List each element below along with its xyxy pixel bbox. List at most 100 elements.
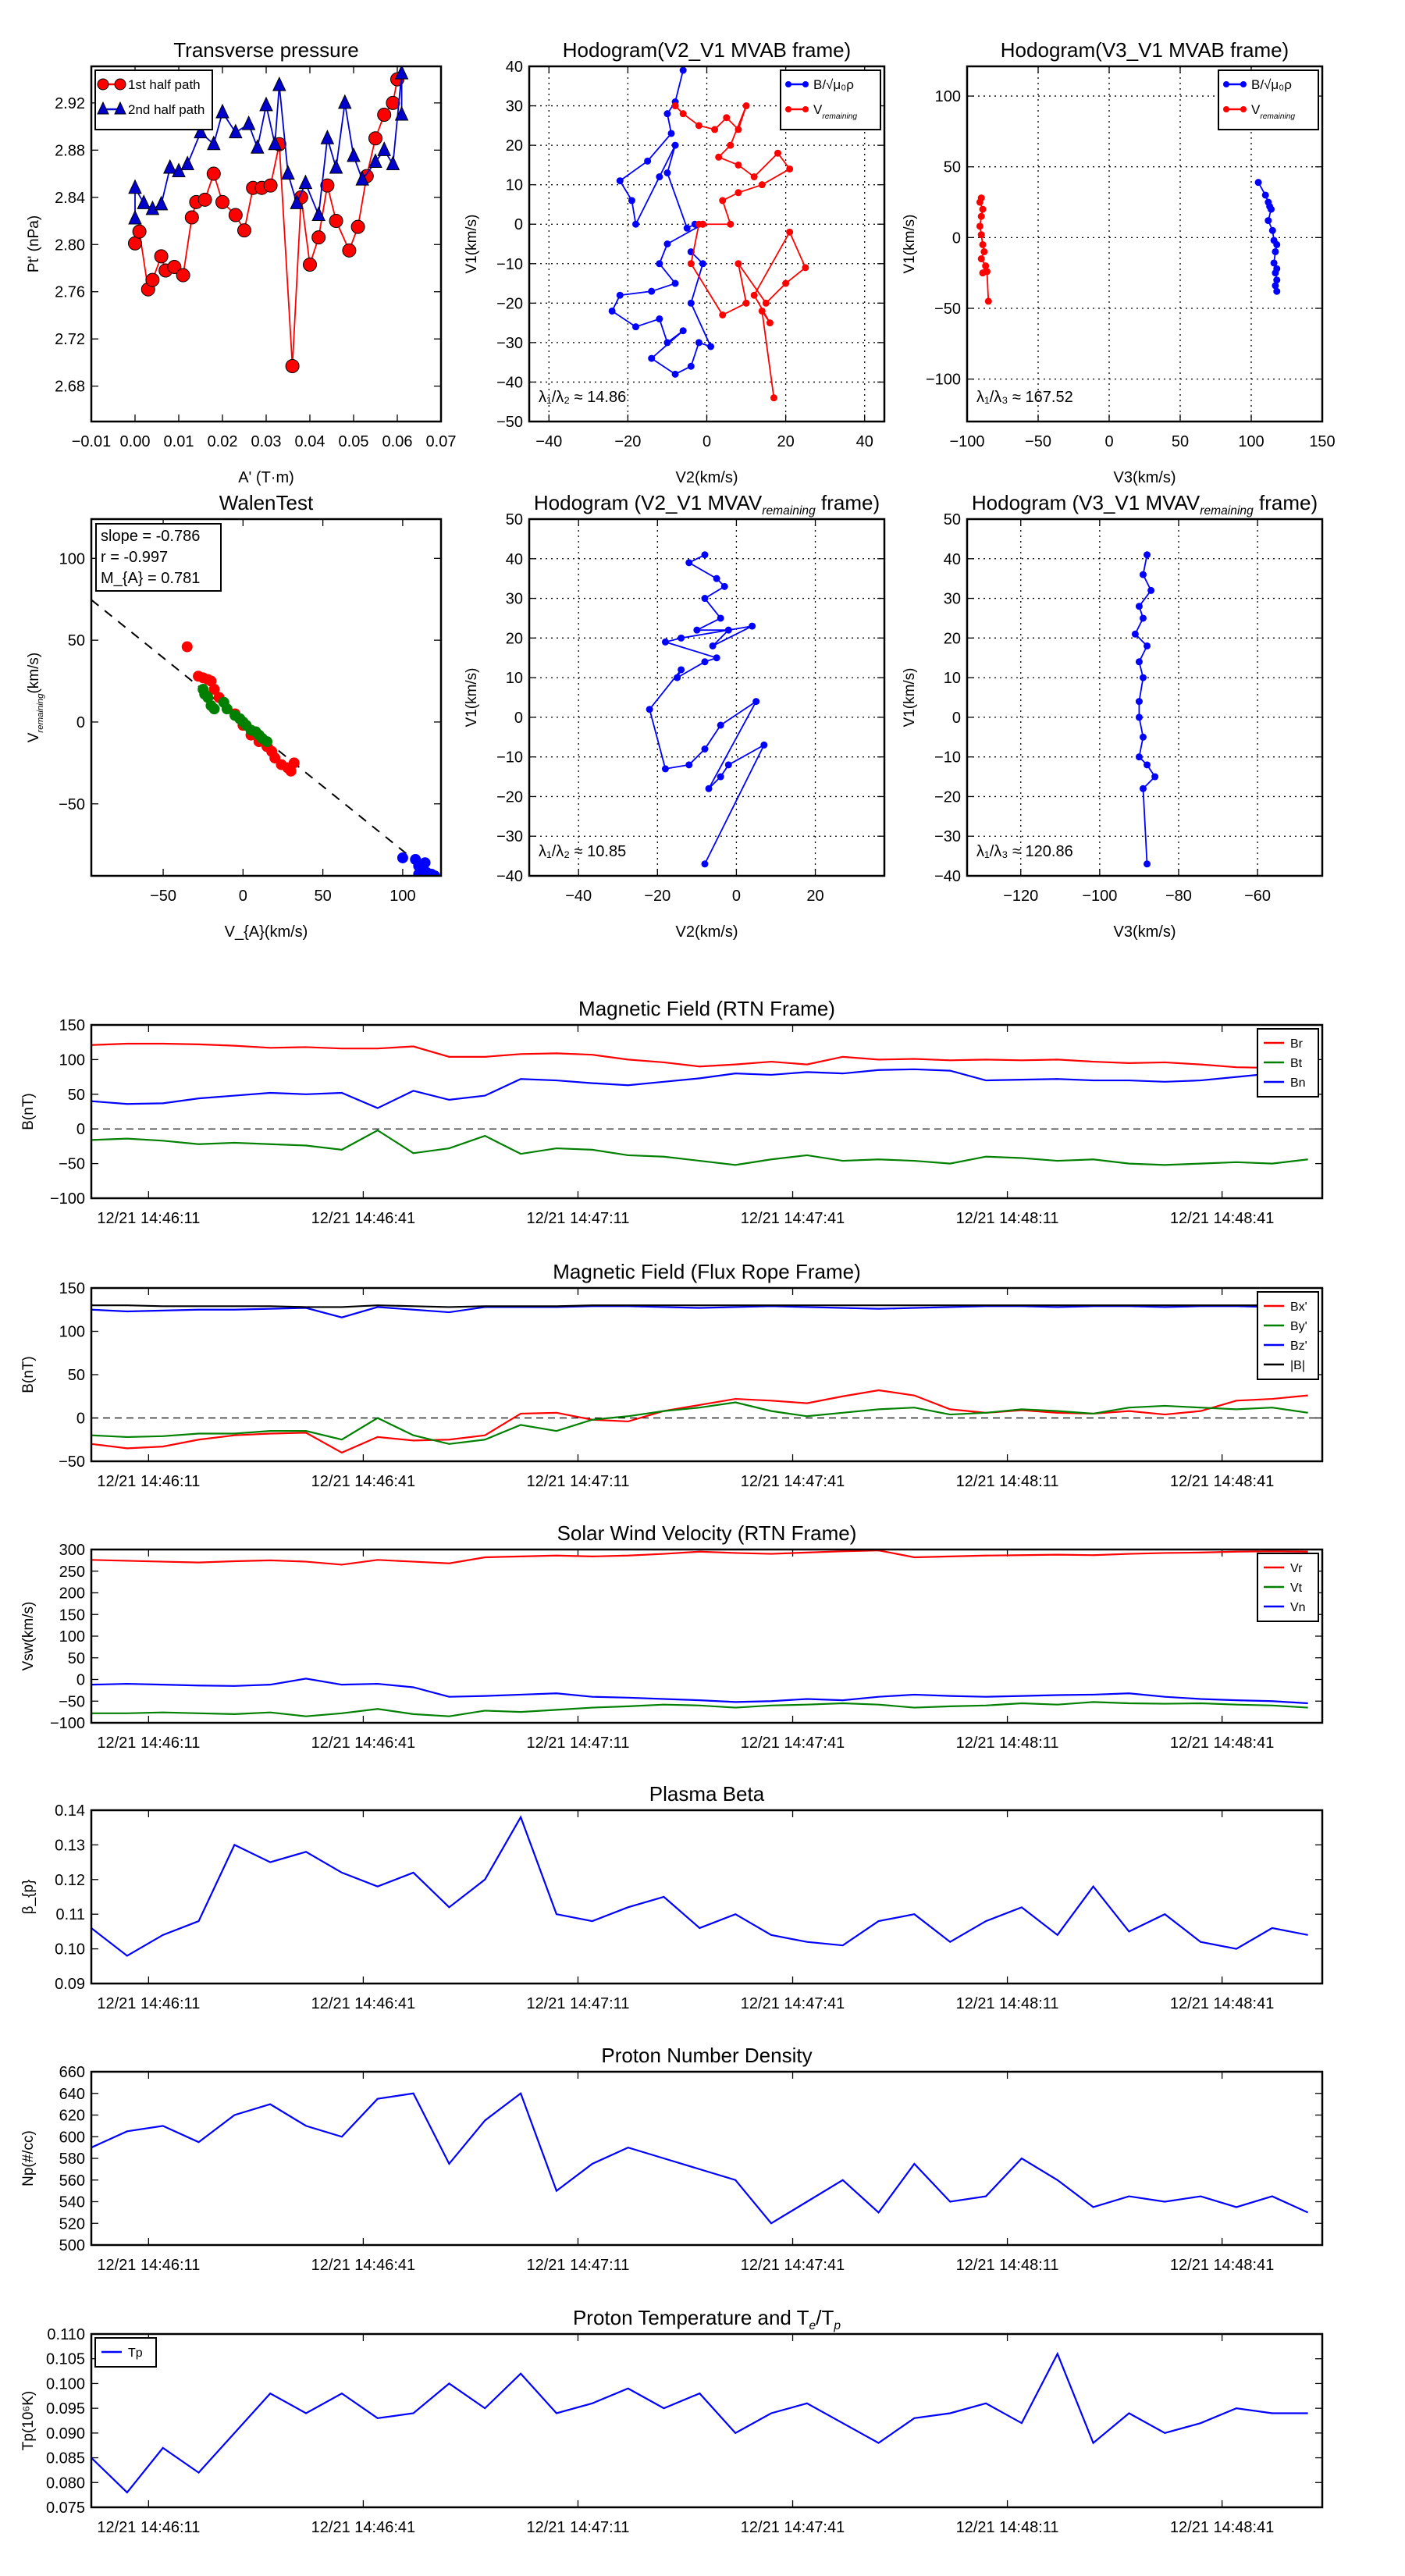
data-point	[288, 757, 300, 769]
x-axis-label: A' (T·m)	[238, 469, 294, 486]
x-tick-label-part: 12/21 14:46:11	[97, 1473, 200, 1490]
series-line	[91, 1304, 1308, 1308]
legend-label: Vn	[1290, 1601, 1306, 1614]
y-tick-label: 20	[944, 630, 961, 647]
x-tick-label-part: 0.02	[208, 433, 238, 450]
series--b-	[91, 1304, 1308, 1308]
y-tick-label-part: 100	[935, 88, 961, 105]
x-tick-label-part: 12/21 14:48:41	[1170, 1210, 1274, 1227]
data-point	[644, 157, 652, 165]
x-tick-label: −120	[1003, 888, 1038, 905]
data-point	[687, 260, 695, 268]
y-tick-label-part: −10	[496, 256, 523, 273]
data-point	[167, 259, 182, 274]
y-axis-label: Vsw(km/s)	[20, 1602, 37, 1671]
y-tick-label-part: 0.13	[55, 1837, 85, 1854]
y-tick-label-part: 0	[76, 714, 85, 731]
series-v-remaining-	[976, 194, 992, 305]
y-tick-label: 0	[76, 1121, 85, 1138]
data-point	[685, 761, 693, 769]
x-tick-label-part: 0.00	[120, 433, 151, 450]
series-red	[181, 641, 300, 777]
data-point	[724, 626, 732, 634]
y-tick-label-part: 50	[68, 1650, 85, 1667]
data-point	[648, 354, 656, 362]
magnetic-field-rtn-chart: 12/21 14:46:11 12/21 14:46:41 12/21 14:47:…	[20, 997, 1324, 1227]
y-axis-label-part: V1(km/s)	[464, 215, 480, 274]
y-tick-label: 40	[944, 551, 961, 568]
data-point	[679, 110, 687, 118]
data-point	[1139, 571, 1147, 578]
legend-marker	[785, 106, 791, 112]
data-point	[678, 666, 685, 674]
y-tick-label-part: 50	[68, 632, 85, 649]
x-axis-label: V3(km/s)	[1114, 923, 1176, 941]
y-tick-label: 0	[952, 710, 961, 727]
y-tick-label: −40	[496, 374, 523, 391]
x-tick-label-part: 12/21 14:48:41	[1170, 1735, 1274, 1752]
x-tick-label-part: 12/21 14:46:11	[97, 1995, 200, 2012]
data-point	[268, 135, 282, 151]
eigenvalue-ratio-annotation-part: λ₁/λ₃ ≈ 167.52	[976, 389, 1073, 406]
x-tick-label-part: 12/21 14:46:41	[311, 1210, 415, 1227]
chart-title: Magnetic Field (RTN Frame)	[578, 997, 835, 1020]
data-point	[685, 559, 693, 567]
data-point	[215, 103, 229, 119]
x-tick-label: 12/21 14:48:41	[1170, 2257, 1274, 2274]
y-tick-label: 500	[59, 2237, 85, 2254]
x-tick-label: 12/21 14:46:41	[311, 2257, 415, 2274]
y-tick-label: 50	[68, 632, 85, 649]
chart-title-part: Solar Wind Velocity (RTN Frame)	[557, 1521, 857, 1545]
hodogram-v3-v1-mvab-chart: −100 −50 0 50 100 150 −100 −50 0 50 100 Hodogram(V3…	[902, 38, 1336, 486]
x-tick-label: 20	[806, 888, 823, 905]
legend-label: Bx'	[1290, 1300, 1307, 1314]
data-point	[128, 236, 142, 251]
x-tick-label: 12/21 14:47:41	[741, 1995, 845, 2012]
y-tick-label-part: 620	[59, 2108, 85, 2125]
chart-title: Solar Wind Velocity (RTN Frame)	[557, 1521, 857, 1545]
y-tick-label: 100	[59, 1628, 85, 1646]
chart-title: Hodogram (V2_V1 MVAVremaining frame)	[534, 491, 880, 518]
series-line	[91, 2351, 1308, 2494]
series-bn	[91, 1068, 1308, 1109]
y-tick-label: 250	[59, 1564, 85, 1581]
y-tick-label-part: 100	[59, 550, 85, 568]
x-tick-label: 12/21 14:46:11	[97, 1735, 200, 1752]
x-tick-label-part: 12/21 14:47:41	[741, 2519, 845, 2536]
data-point	[154, 195, 169, 211]
legend-label: Vt	[1290, 1582, 1303, 1595]
y-tick-label: 150	[59, 1280, 85, 1297]
data-point	[272, 76, 286, 91]
data-point	[750, 291, 758, 299]
data-point	[687, 362, 695, 370]
x-tick-label-part: 12/21 14:47:41	[741, 1473, 845, 1490]
chart-title-part: Proton Temperature and T	[573, 2306, 809, 2329]
chart-title-subscript: remaining	[1200, 504, 1254, 518]
series-vr	[91, 1550, 1308, 1566]
y-tick-label: 0	[76, 1672, 85, 1689]
data-point	[719, 311, 727, 318]
y-axis-label: V1(km/s)	[902, 668, 918, 728]
y-tick-label: 2.76	[55, 284, 85, 301]
data-point	[1139, 785, 1147, 792]
y-tick-label: 100	[59, 1324, 85, 1341]
x-tick-label-part: −40	[535, 433, 562, 450]
y-tick-label-part: 50	[944, 511, 961, 528]
x-tick-label-part: −50	[150, 888, 176, 905]
legend-marker	[1223, 81, 1229, 87]
data-point	[695, 220, 702, 228]
data-point	[1264, 217, 1272, 225]
series-line	[91, 1129, 1308, 1166]
x-tick-label: 40	[856, 433, 873, 450]
chart-title-part: frame)	[816, 491, 880, 514]
data-point	[713, 575, 720, 582]
legend-label-part: 2nd half path	[128, 102, 205, 117]
x-tick-label: 12/21 14:47:41	[741, 2519, 845, 2536]
x-tick-label-part: 12/21 14:46:11	[97, 2519, 200, 2536]
x-tick-label: 12/21 14:47:11	[526, 2519, 629, 2536]
y-tick-label-part: 2.76	[55, 284, 85, 301]
solar-wind-velocity-rtn-chart: 12/21 14:46:11 12/21 14:46:41 12/21 14:47:…	[20, 1521, 1324, 1752]
eigenvalue-ratio-annotation-part: λ₁/λ₂ ≈ 14.86	[539, 389, 626, 406]
data-point	[1272, 282, 1279, 290]
